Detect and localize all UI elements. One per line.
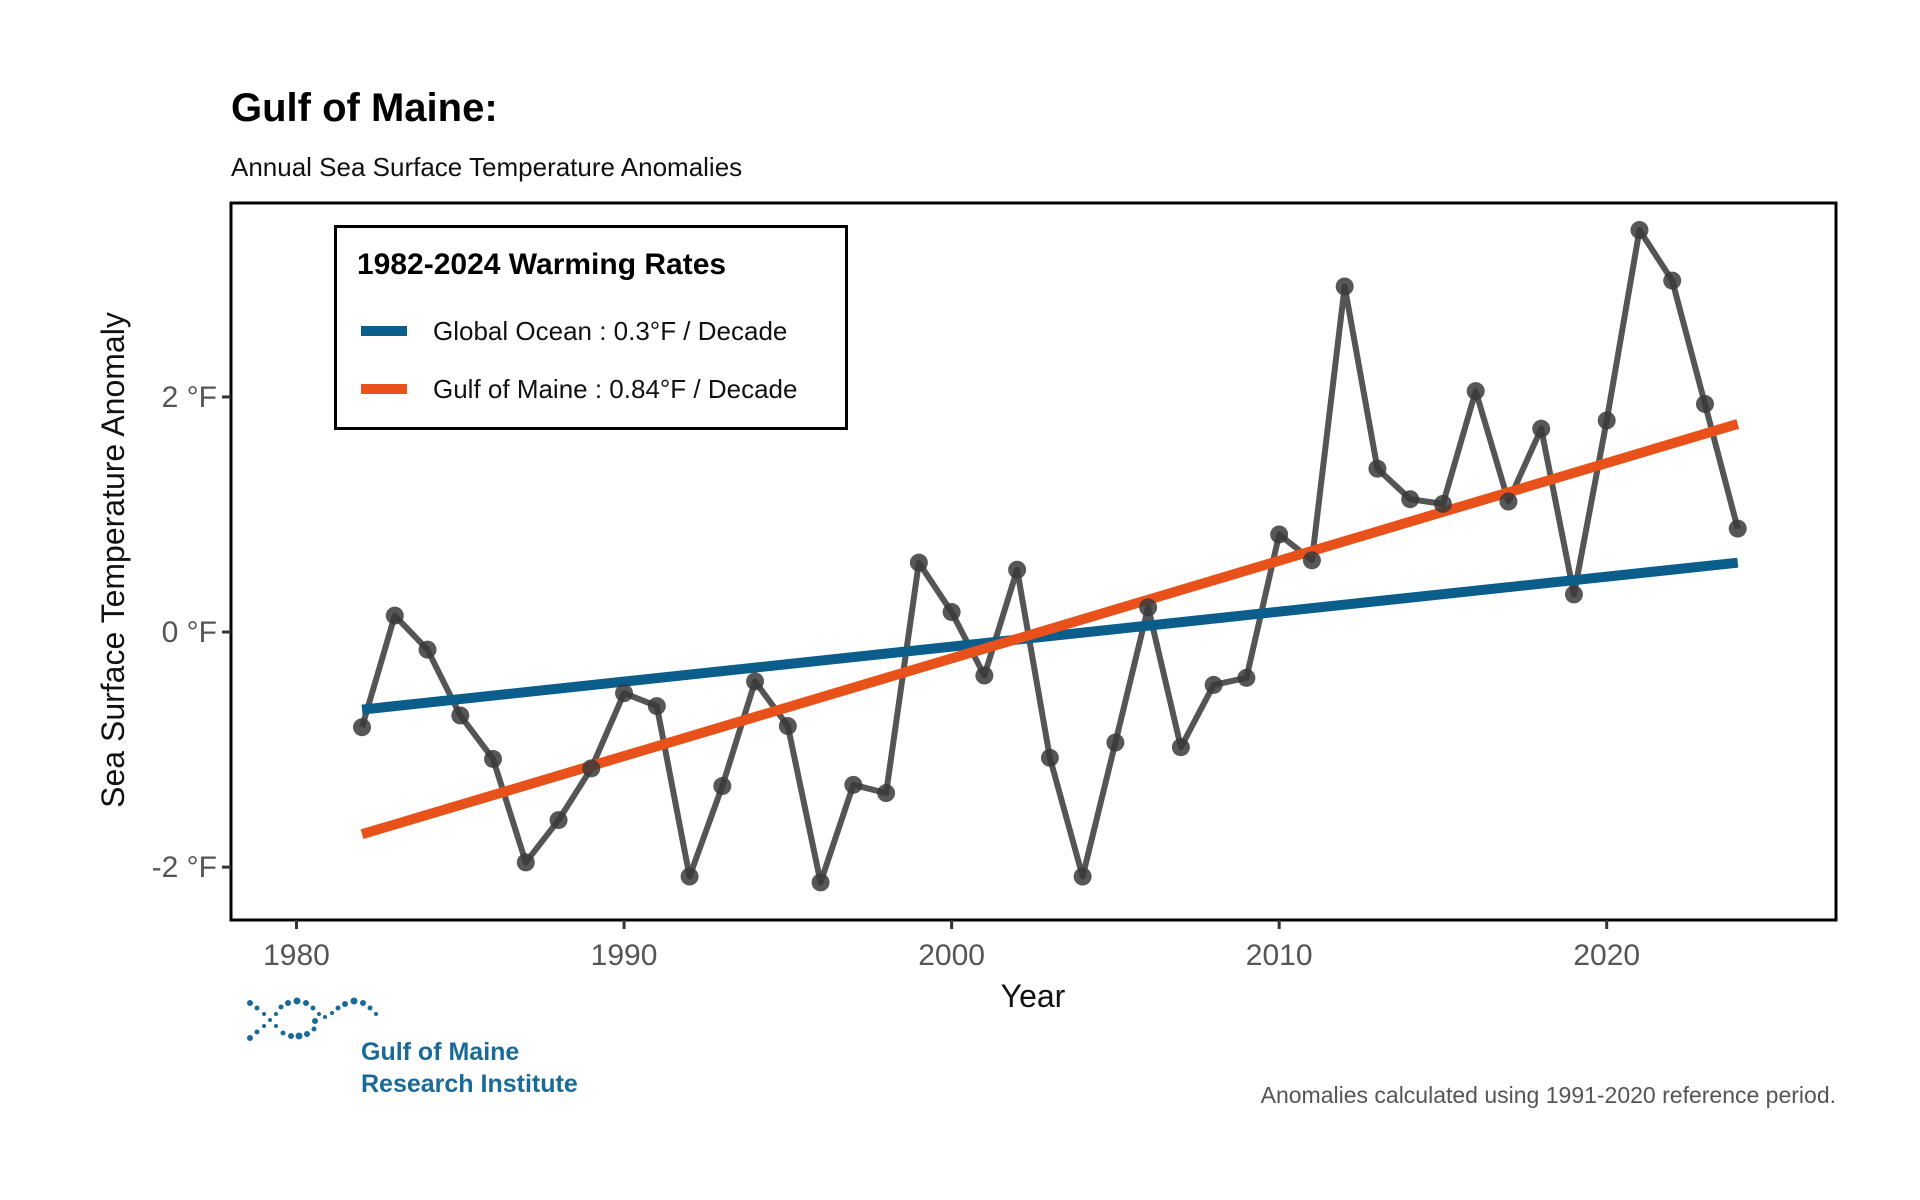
data-point-2015	[1433, 494, 1452, 513]
data-point-2021	[1630, 221, 1649, 240]
data-point-2019	[1564, 585, 1583, 604]
data-point-2023	[1695, 394, 1714, 413]
data-point-2016	[1466, 382, 1485, 401]
x-tick-label-2020: 2020	[1573, 939, 1640, 972]
data-point-2003	[1040, 748, 1059, 767]
legend-swatch-global-ocean	[361, 326, 407, 336]
data-point-2010	[1270, 525, 1289, 544]
data-point-1983	[385, 606, 404, 625]
data-point-1991	[647, 697, 666, 716]
x-tick-label-2000: 2000	[918, 939, 985, 972]
data-point-2000	[942, 603, 961, 622]
data-point-1982	[353, 718, 372, 737]
data-point-1997	[844, 775, 863, 794]
data-point-1985	[451, 706, 470, 725]
data-point-2024	[1728, 519, 1747, 538]
x-tick-label-1990: 1990	[591, 939, 658, 972]
data-point-2004	[1073, 867, 1092, 886]
data-point-2018	[1532, 419, 1551, 438]
gmri-logo-icon	[247, 997, 378, 1041]
data-point-2012	[1335, 277, 1354, 296]
data-point-1994	[746, 672, 765, 691]
data-point-1999	[909, 553, 928, 572]
data-point-2011	[1302, 551, 1321, 570]
global-ocean-trend-line	[361, 557, 1739, 715]
legend: 1982-2024 Warming Rates Global Ocean : 0…	[334, 225, 848, 430]
data-point-2013	[1368, 459, 1387, 478]
data-point-1989	[582, 759, 601, 778]
data-point-1996	[811, 873, 830, 892]
x-tick-label-1980: 1980	[263, 939, 330, 972]
data-point-2006	[1139, 598, 1158, 617]
data-point-2022	[1663, 271, 1682, 290]
data-point-2005	[1106, 733, 1125, 752]
legend-item-global-ocean: Global Ocean : 0.3°F / Decade	[361, 314, 787, 348]
legend-label-global-ocean: Global Ocean : 0.3°F / Decade	[433, 315, 788, 346]
data-point-2009	[1237, 668, 1256, 687]
y-tick-label--2: -2 °F	[152, 851, 217, 884]
x-axis-label: Year	[1001, 978, 1066, 1014]
x-tick-label-2010: 2010	[1246, 939, 1313, 972]
data-point-1988	[549, 811, 568, 830]
data-point-2020	[1597, 411, 1616, 430]
data-point-2014	[1401, 490, 1420, 509]
chart-subtitle: Annual Sea Surface Temperature Anomalies	[231, 152, 743, 182]
legend-title: 1982-2024 Warming Rates	[357, 248, 727, 281]
data-point-1998	[877, 784, 896, 803]
data-point-1987	[516, 853, 535, 872]
data-point-1986	[484, 749, 503, 768]
logo-line-2: Research Institute	[361, 1070, 578, 1098]
data-point-1984	[418, 640, 437, 659]
data-point-1993	[713, 777, 732, 796]
legend-item-gulf-of-maine: Gulf of Maine : 0.84°F / Decade	[361, 372, 797, 406]
data-point-1990	[615, 684, 634, 703]
data-point-2017	[1499, 492, 1518, 511]
gulf-of-maine-trend-line	[360, 419, 1740, 839]
y-tick-label-2: 2 °F	[162, 381, 217, 414]
logo-line-1: Gulf of Maine	[361, 1038, 520, 1066]
footnote: Anomalies calculated using 1991-2020 ref…	[1260, 1082, 1836, 1108]
legend-label-gulf-of-maine: Gulf of Maine : 0.84°F / Decade	[433, 373, 798, 404]
data-point-2002	[1008, 560, 1027, 579]
plot-frame	[229, 201, 1838, 922]
data-point-1992	[680, 867, 699, 886]
y-axis-label: Sea Surface Temperature Anomaly	[95, 312, 131, 808]
data-point-1995	[778, 717, 797, 736]
chart-title: Gulf of Maine:	[231, 86, 498, 130]
data-point-2008	[1204, 675, 1223, 694]
data-point-2001	[975, 666, 994, 685]
legend-swatch-gulf-of-maine	[361, 384, 407, 394]
gmri-logo-text: Gulf of Maine Research Institute	[361, 1036, 578, 1100]
data-point-2007	[1171, 738, 1190, 757]
y-tick-label-0: 0 °F	[162, 616, 217, 649]
